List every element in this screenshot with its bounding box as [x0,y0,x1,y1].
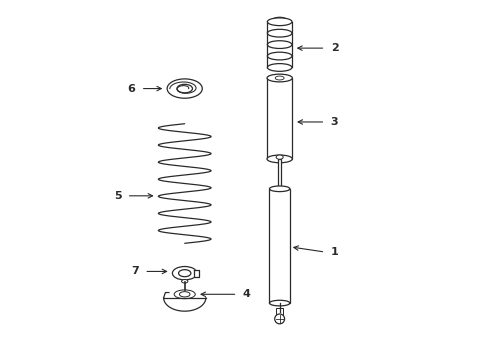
Ellipse shape [275,76,284,80]
Ellipse shape [266,74,292,82]
Ellipse shape [266,155,292,163]
Ellipse shape [269,300,289,306]
Bar [269,189,289,303]
Bar [277,159,281,187]
Ellipse shape [267,41,291,49]
Text: 2: 2 [330,43,338,53]
Ellipse shape [172,266,197,280]
Text: 3: 3 [330,117,338,127]
Ellipse shape [267,52,291,60]
Text: 4: 4 [242,289,250,299]
Ellipse shape [179,292,190,297]
Ellipse shape [272,17,286,23]
Ellipse shape [267,29,291,37]
Ellipse shape [181,279,187,283]
Ellipse shape [274,314,284,324]
Bar [276,309,283,315]
Text: 7: 7 [131,266,139,276]
Text: 5: 5 [114,191,121,201]
Text: 6: 6 [127,84,135,94]
Bar [266,78,292,159]
Ellipse shape [267,64,291,71]
Ellipse shape [267,18,291,26]
Ellipse shape [178,270,190,277]
Text: 1: 1 [330,247,338,257]
Ellipse shape [276,155,283,159]
Polygon shape [193,270,199,277]
Ellipse shape [174,290,195,299]
Ellipse shape [269,186,289,192]
